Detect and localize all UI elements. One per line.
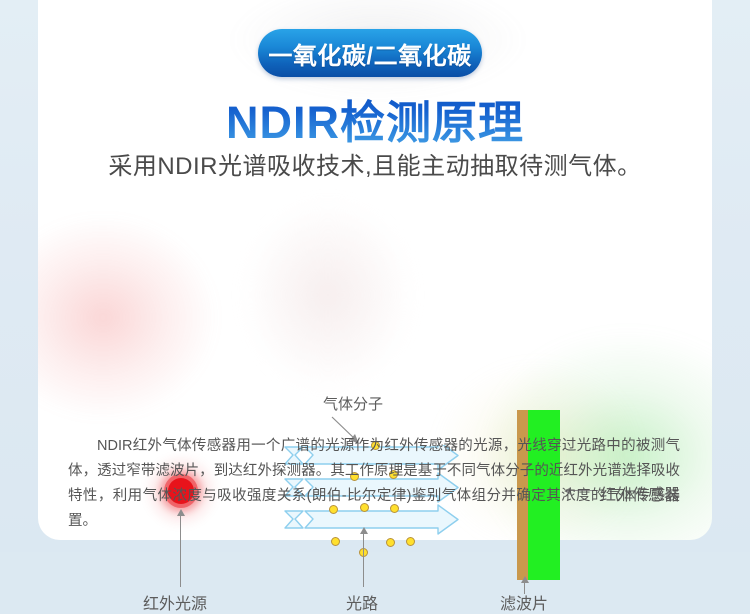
ir-sensor-leader-arrowhead [564,487,571,495]
light-path-leader-line [363,533,364,587]
gas-molecule-dot [331,537,340,546]
gas-molecule-dot [329,505,338,514]
gas-molecule-dot [360,503,369,512]
card-top-rounding [38,0,712,30]
gas-molecule-dot [371,441,380,450]
page-subtitle: 采用NDIR光谱吸收技术,且能主动抽取待测气体。 [108,153,642,180]
gas-molecule-dot [406,537,415,546]
ndir-principle-diagram: 气体分子 [0,190,750,613]
label-ir-sensor: 红外传感器 [600,487,681,504]
gas-molecule-dot [390,504,399,513]
label-filter-plate: 滤波片 [500,596,549,613]
description-paragraph: NDIR红外气体传感器用一个广谱的光源作为红外传感器的光源，光线穿过光路中的被测… [68,438,680,529]
label-light-path: 光路 [346,596,379,613]
ir-source-lamp [168,478,194,504]
ir-source-leader-line [180,515,181,587]
filter-plate-strip [517,410,528,580]
ir-sensor-leader-line [570,490,598,491]
light-beam-arrows [284,445,459,535]
gas-molecule-leader-arrow [331,416,359,444]
gas-type-badge: 一氧化碳/二氧化碳 [258,29,482,77]
light-path-leader-arrowhead [360,527,368,534]
page-title: NDIR检测原理 [0,86,750,151]
gas-molecule-dot [386,538,395,547]
gas-molecule-dot [389,470,398,479]
filter-plate-leader-arrowhead [521,576,529,583]
label-gas-molecule: 气体分子 [323,396,384,413]
gas-molecule-dot [350,472,359,481]
label-ir-source: 红外光源 [143,596,208,613]
ir-source-leader-arrowhead [177,509,185,516]
